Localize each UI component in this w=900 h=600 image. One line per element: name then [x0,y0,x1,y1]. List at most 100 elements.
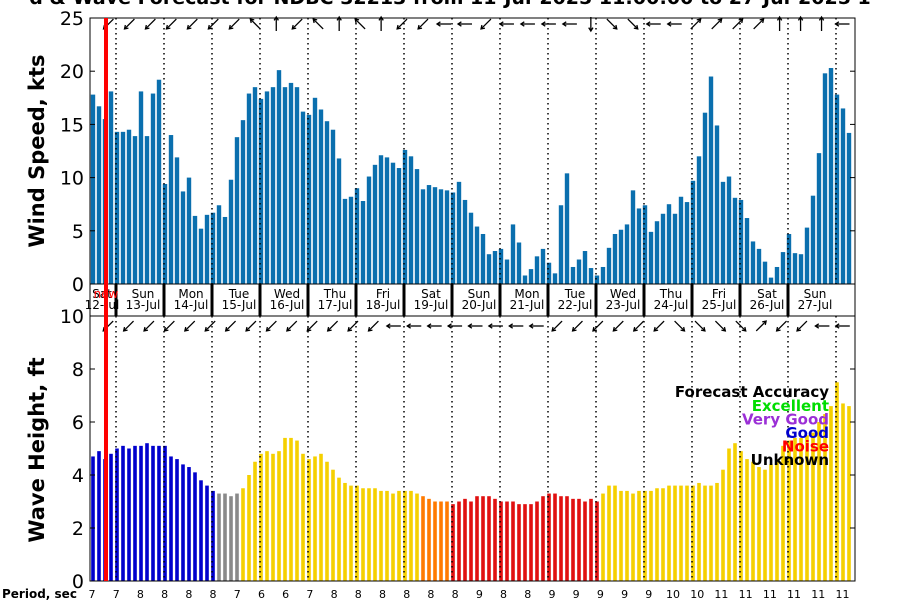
wind-bar [414,169,420,284]
wave-bar [157,445,161,581]
wind-bar [210,212,216,284]
wave-bar [187,467,191,581]
day-date-label: 24-Jul [654,298,689,312]
wave-bar [181,464,185,581]
wave-bar [343,482,347,581]
wave-ytick-label: 8 [72,359,84,381]
period-value: 8 [452,588,459,600]
wave-arrow [674,320,686,332]
wave-bar [253,461,257,581]
wind-bar [384,157,390,284]
wave-bar [475,496,479,581]
wave-bar [787,440,791,581]
wind-arrow [776,15,783,31]
wind-bar [648,231,654,284]
wind-bar [660,213,666,284]
wave-bar [577,498,581,581]
wind-bar [534,256,540,284]
wind-bar [372,164,378,284]
wind-bar [198,228,204,284]
wave-bar [703,485,707,581]
period-value: 6 [258,588,265,600]
wind-bar [480,233,486,284]
day-date-label: 16-Jul [270,298,305,312]
wave-bar [433,501,437,581]
wave-bar [595,501,599,581]
wind-bar [702,112,708,284]
wave-arrow [694,320,706,332]
wave-bar [655,488,659,581]
wave-bar [649,490,653,581]
wave-bar [463,498,467,581]
wave-bar [775,459,779,581]
wave-bar [277,451,281,581]
wind-bar [594,275,600,284]
wind-arrow [165,18,177,30]
wave-bar [265,451,269,581]
wind-bar [600,266,606,284]
wind-bar [354,188,360,284]
wave-bar [643,490,647,581]
wave-bar [841,403,845,581]
wave-arrow [426,323,442,329]
wind-bar [774,266,780,284]
day-of-week-label: Wed [274,287,300,301]
period-value: 11 [739,588,753,600]
day-date-label: 15-Jul [222,298,257,312]
wind-bar [264,91,270,284]
wave-bar [457,501,461,581]
wave-bar [289,437,293,581]
wave-ytick-label: 10 [60,306,84,328]
wave-bar [295,440,299,581]
wave-arrow [834,323,850,329]
wind-bar [246,93,252,284]
wind-bar [396,168,402,284]
period-value: 7 [234,588,241,600]
wind-arrow [186,18,198,30]
wind-bar [366,176,372,284]
wind-bar [576,259,582,284]
wave-bar [229,496,233,581]
wave-bar [667,485,671,581]
day-date-label: 17-Jul [318,298,353,312]
day-date-label: 21-Jul [510,298,545,312]
wave-bar [715,482,719,581]
wave-bar [385,490,389,581]
wave-arrow [814,323,830,329]
wave-bar [601,493,605,581]
wind-arrow [417,18,429,30]
wave-bar [625,490,629,581]
wave-bar [139,445,143,581]
wind-arrow [606,18,618,30]
wind-bar [792,253,798,284]
wind-arrow [834,21,850,27]
wave-bar [733,443,737,581]
wave-bar [607,485,611,581]
wave-bar [481,496,485,581]
wave-bar [763,469,767,581]
wind-bar [528,269,534,284]
wind-bar [738,199,744,284]
legend-item: Unknown [751,451,829,469]
wind-arrow [249,18,261,30]
wave-arrow [306,320,318,332]
period-value: 9 [645,588,652,600]
wind-bars [90,68,852,285]
wave-bar [349,485,353,581]
legend-item: Very Good [742,411,829,429]
wave-arrow [385,323,401,329]
wind-bar [828,68,834,285]
wind-arrow [627,18,639,30]
period-value: 7 [306,588,313,600]
wind-arrow [228,18,240,30]
wind-bar [672,213,678,284]
wind-arrow [273,15,279,31]
wave-bar [745,459,749,581]
period-value: 11 [763,588,777,600]
wave-bar [427,498,431,581]
wind-bar [240,120,246,284]
wave-bar [583,501,587,581]
wind-bar [342,198,348,284]
wind-y-axis-label: Wind Speed, kts [25,54,49,247]
wind-bar [120,131,126,284]
